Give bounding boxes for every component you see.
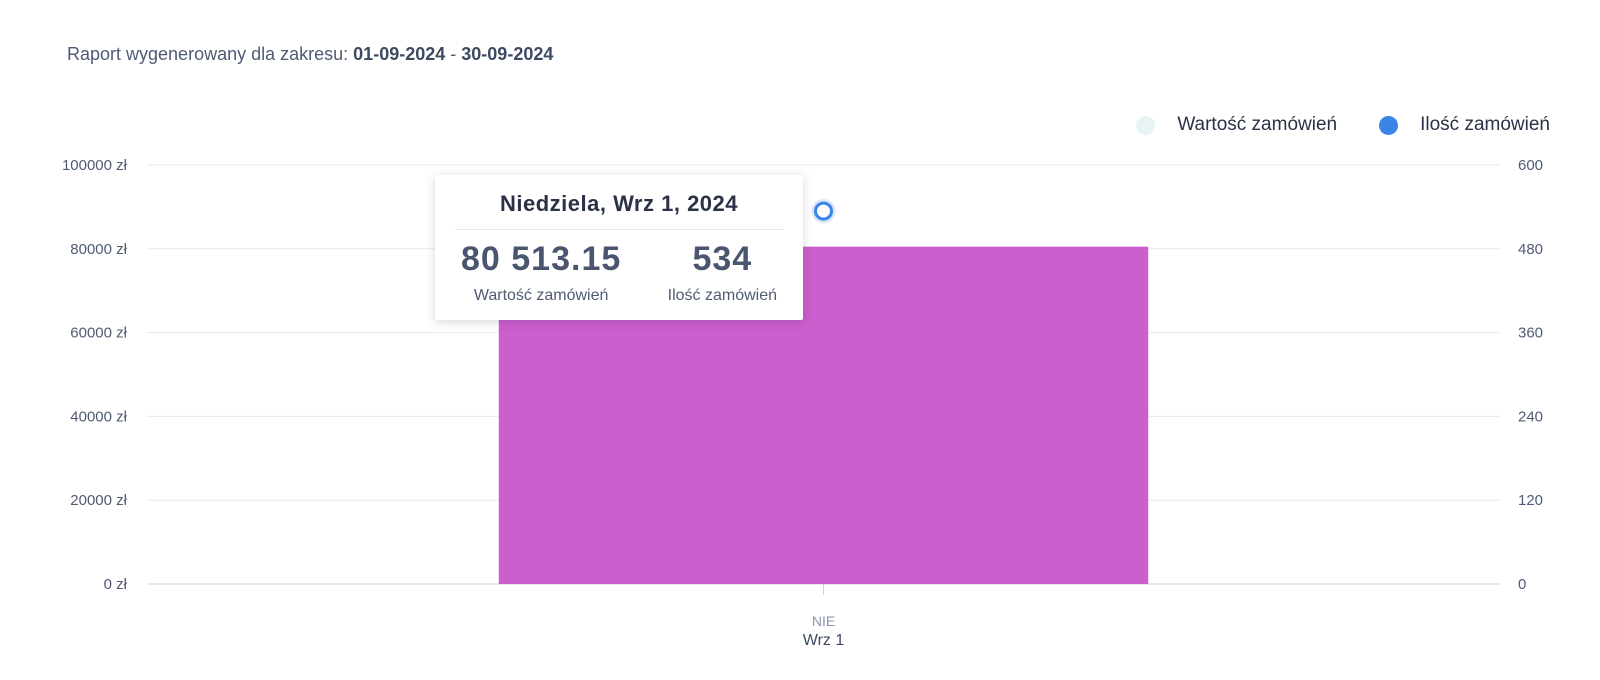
legend-dot-value [1136,115,1156,135]
x-tick-day-label: NIE [812,613,835,629]
tooltip-count-label: Ilość zamówień [667,287,777,304]
tooltip-value-label: Wartość zamówień [473,287,609,304]
tooltip-value-block: 80 513.15 Wartość zamówień [461,240,621,305]
report-range-prefix: Raport wygenerowany dla zakresu: [67,44,349,64]
report-range-text: Raport wygenerowany dla zakresu: 01-09-2… [67,44,553,65]
y-left-tick-label: 60000 zł [70,325,127,342]
tooltip-title: Niedziela, Wrz 1, 2024 [455,175,783,230]
legend-label-count: Ilość zamówień [1420,114,1550,135]
y-left-tick-label: 0 zł [104,576,128,593]
tooltip-count: 534 [692,240,753,278]
y-right-tick-label: 0 [1518,576,1526,593]
y-left-tick-label: 40000 zł [70,408,127,425]
legend-item-value[interactable]: Wartość zamówień [1136,114,1337,136]
y-right-tick-label: 240 [1518,408,1543,425]
report-range-start: 01-09-2024 [353,44,446,64]
tooltip-count-block: 534 Ilość zamówień [668,240,777,305]
y-left-tick-label: 20000 zł [70,492,127,509]
y-right-tick-label: 600 [1518,157,1543,174]
y-right-tick-label: 360 [1518,325,1543,342]
y-right-tick-label: 480 [1518,241,1543,258]
data-point [814,201,833,221]
report-range-end: 30-09-2024 [461,44,554,64]
y-left-tick-label: 80000 zł [70,241,127,258]
chart-tooltip: Niedziela, Wrz 1, 2024 80 513.15 Wartość… [435,175,803,320]
report-range-separator: - [450,44,457,64]
y-right-tick-label: 120 [1518,492,1543,509]
chart-legend: Wartość zamówień Ilość zamówień [1136,114,1550,136]
y-left-tick-label: 100000 zł [62,157,128,174]
legend-item-count[interactable]: Ilość zamówień [1379,114,1550,136]
x-tick-label: Wrz 1 [803,632,845,649]
tooltip-value: 80 513.15 [461,240,622,278]
legend-dot-count [1379,115,1399,135]
legend-label-value: Wartość zamówień [1177,114,1338,135]
